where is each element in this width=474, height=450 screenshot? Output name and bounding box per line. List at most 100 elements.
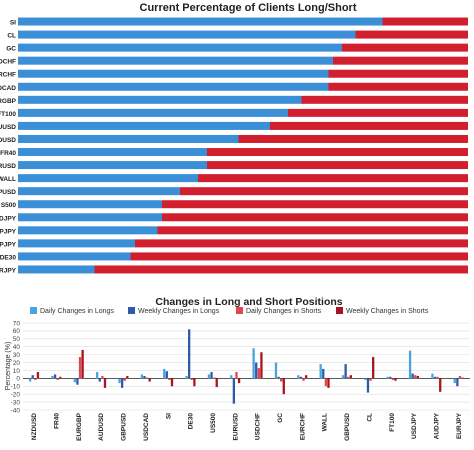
legend-swatch-daily-changes-in-longs [30,307,37,314]
bar-daily-changes-in-shorts-gbpusd [347,376,350,379]
x-tick-label-cl: CL [366,413,373,422]
bar-daily-changes-in-shorts-gc [280,378,283,382]
y-tick-label: -20 [11,391,21,398]
bar-weekly-changes-in-longs-nzdusd [31,375,34,379]
legend: Daily Changes in Longs Weekly Changes in … [30,307,429,315]
bar-weekly-changes-in-shorts-eurchf [304,375,308,379]
bar-short-nzdusd [238,134,468,143]
bar-weekly-changes-in-shorts-usdchf [260,352,263,379]
bar-short-gbpusd [180,187,468,196]
chart-title-changes: Changes in Long and Short Positions [155,296,342,308]
bar-weekly-changes-in-longs-de30 [188,329,191,379]
bar-daily-changes-in-shorts-nzdusd [34,378,37,380]
bar-long-nzdusd [18,134,239,143]
category-label-eurgbp: RGBP [0,98,17,105]
x-tick-label-ft100: FT100 [389,413,396,432]
category-label-cl: CL [7,33,16,40]
x-axis: NZDUSD FR40 EURGBP AUDUSD GBPUSD USDCAD SI DE30… [31,412,463,440]
long-short-percentage-chart: Current Percentage of Clients Long/Short… [0,2,468,274]
legend-label-weekly-changes-in-longs: Weekly Changes in Longs [138,308,220,315]
bar-long-gbpusd [18,187,180,196]
y-tick-label: 0 [16,376,20,383]
bar-long-cl [18,30,356,39]
x-tick-label-usdchf: USDCHF [255,413,262,440]
bar-daily-changes-in-shorts-usdcad [145,377,149,379]
y-tick-label: -40 [11,407,21,414]
bar-daily-changes-in-longs-nzdusd [28,378,32,382]
category-label-usdchf: DCHF [0,59,16,66]
x-tick-label-gbpusd: GBPUSD [344,413,351,441]
bar-daily-changes-in-longs-gbpusd [341,375,345,379]
bar-daily-changes-in-longs-us500 [207,374,211,379]
bar-weekly-changes-in-shorts-audusd [103,378,107,388]
x-tick-label-us500: US500 [210,413,217,433]
bar-short-audusd [270,121,468,130]
bar-weekly-changes-in-longs-eurgbp [76,378,79,385]
position-changes-chart: Changes in Long and Short Positions Dail… [5,296,470,441]
bar-weekly-changes-in-longs-eurusd [232,378,236,404]
x-tick-label-gc: GC [277,413,284,423]
y-tick-label: -30 [11,399,21,406]
bar-daily-changes-in-longs-audusd [96,372,99,379]
bar-weekly-changes-in-longs-gbpusd [120,378,124,388]
bar-long-gc [18,43,342,52]
bar-long-eurjpy [18,265,95,274]
bar-short-ft100 [288,108,468,117]
x-tick-label-gbpusd: GBPUSD [121,413,128,441]
bar-long-audusd [18,121,270,130]
bar-weekly-changes-in-longs-fr40 [53,374,57,379]
category-label-audjpy: DJPY [0,215,17,222]
bar-short-eurchf [328,69,468,78]
stacked-bar-group [18,17,468,274]
bar-weekly-changes-in-shorts-gbpusd [126,375,129,379]
bar-weekly-changes-in-shorts-fr40 [59,376,62,379]
bar-daily-changes-in-longs-eurjpy [453,378,456,384]
bar-short-eurjpy [94,265,468,274]
bar-short-eurgbp [301,95,468,104]
bar-daily-changes-in-longs-audjpy [431,373,434,379]
bar-weekly-changes-in-longs-usdjpy [411,373,414,379]
category-label-nzdusd: DUSD [0,137,16,144]
bar-daily-changes-in-longs-usdjpy [408,350,412,379]
bar-daily-changes-in-longs-usdchf [252,348,255,379]
bar-weekly-changes-in-longs-cl [366,378,370,393]
category-label-audusd: UUSD [0,124,16,131]
bar-weekly-changes-in-shorts-usdjpy [416,375,420,379]
bar-short-us500 [162,200,468,209]
legend-swatch-daily-changes-in-shorts [236,307,243,314]
bar-daily-changes-in-shorts-si [168,378,171,380]
bar-daily-changes-in-shorts-cl [369,378,372,381]
bar-long-usdcad [18,82,329,91]
y-tick-label: -10 [11,384,21,391]
category-label-eurusd: RUSD [0,163,16,170]
bar-long-usdchf [18,56,333,65]
bar-daily-changes-in-longs-eurchf [297,375,300,379]
bar-daily-changes-in-longs-usdcad [140,374,144,379]
bar-daily-changes-in-shorts-ft100 [391,378,395,380]
bar-daily-changes-in-shorts-eurgbp [78,357,82,379]
bar-short-wall [198,174,468,183]
x-tick-label-si: SI [165,413,172,419]
bar-daily-changes-in-longs-si [163,368,166,379]
bar-long-fr40 [18,148,207,157]
bar-short-de30 [130,252,468,261]
bar-weekly-changes-in-shorts-eurgbp [81,349,84,379]
bar-weekly-changes-in-shorts-us500 [215,378,218,388]
bar-long-eurchf [18,69,329,78]
bar-short-usdcad [328,82,468,91]
bar-short-usdjpy [157,226,468,235]
bar-weekly-changes-in-longs-wall [322,368,325,379]
bar-weekly-changes-in-shorts-usdcad [148,378,151,382]
bar-weekly-changes-in-shorts-wall [327,378,330,388]
bar-short-si [382,17,468,26]
x-tick-label-wall: WALL [322,413,329,431]
bar-long-us500 [18,200,162,209]
bar-long-eurgbp [18,95,302,104]
bar-short-gc [342,43,468,52]
bar-weekly-changes-in-shorts-eurusd [237,378,241,384]
bar-weekly-changes-in-shorts-audjpy [439,378,442,392]
category-label-us500: S500 [1,202,17,209]
bar-daily-changes-in-shorts-fr40 [56,378,59,380]
bar-weekly-changes-in-longs-usdcad [143,375,146,379]
